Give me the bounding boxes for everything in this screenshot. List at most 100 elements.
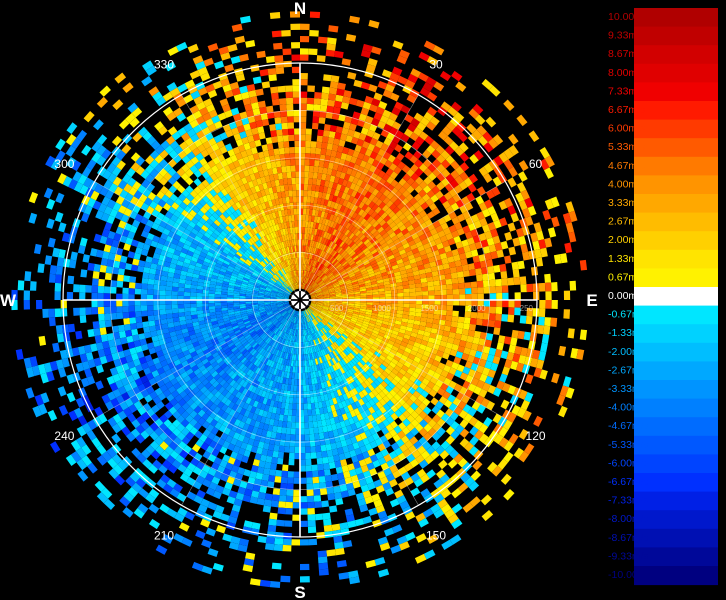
velocity-cell xyxy=(292,277,296,284)
velocity-cell xyxy=(268,324,275,330)
velocity-cell xyxy=(294,453,300,460)
velocity-cell xyxy=(275,313,281,318)
velocity-cell xyxy=(347,335,355,342)
velocity-cell xyxy=(378,291,386,295)
velocity-cell xyxy=(327,272,334,278)
velocity-cell xyxy=(358,242,366,250)
velocity-cell xyxy=(223,259,231,266)
velocity-cell xyxy=(333,356,339,364)
velocity-cell xyxy=(354,337,361,343)
velocity-cell xyxy=(262,377,269,385)
velocity-cell xyxy=(268,380,274,388)
velocity-cell xyxy=(289,227,294,234)
velocity-cell xyxy=(301,323,304,330)
velocity-cell xyxy=(245,303,252,306)
velocity-cell xyxy=(279,248,284,256)
velocity-cell xyxy=(304,360,307,367)
velocity-cell xyxy=(272,361,278,369)
velocity-cell xyxy=(362,320,370,325)
velocity-cell xyxy=(409,303,417,309)
velocity-cell xyxy=(277,357,282,364)
velocity-cell xyxy=(307,308,313,314)
velocity-cell xyxy=(328,255,334,262)
velocity-cell xyxy=(267,283,274,287)
velocity-cell xyxy=(233,268,240,273)
velocity-cell xyxy=(334,288,341,292)
velocity-cell xyxy=(276,303,283,305)
velocity-cell xyxy=(310,253,314,260)
velocity-cell xyxy=(116,280,124,288)
velocity-cell xyxy=(295,317,297,324)
velocity-cell xyxy=(282,421,288,428)
velocity-cell xyxy=(421,312,428,318)
velocity-cell xyxy=(260,244,267,251)
velocity-cell xyxy=(273,285,280,289)
velocity-cell xyxy=(270,304,278,308)
velocity-cell xyxy=(319,312,326,317)
velocity-cell xyxy=(267,323,274,329)
velocity-cell xyxy=(308,384,313,391)
velocity-cell xyxy=(283,352,287,359)
velocity-cell xyxy=(302,264,304,271)
velocity-cell xyxy=(346,354,353,361)
velocity-cell xyxy=(310,294,317,297)
velocity-cell xyxy=(309,265,313,272)
velocity-cell xyxy=(312,333,316,340)
velocity-cell xyxy=(344,279,352,284)
velocity-cell xyxy=(311,122,319,130)
velocity-cell xyxy=(264,292,271,295)
velocity-cell xyxy=(307,409,313,416)
velocity-cell xyxy=(354,295,361,299)
velocity-cell xyxy=(292,316,296,323)
velocity-cell xyxy=(397,292,404,297)
velocity-cell xyxy=(304,428,310,435)
velocity-cell xyxy=(276,314,282,320)
velocity-cell xyxy=(251,235,258,243)
velocity-cell xyxy=(359,340,366,347)
velocity-cell xyxy=(311,301,318,303)
velocity-cell xyxy=(317,463,324,471)
velocity-cell xyxy=(255,328,262,334)
velocity-cell xyxy=(190,288,197,293)
velocity-cell xyxy=(286,287,292,293)
velocity-cell xyxy=(332,222,338,229)
velocity-cell xyxy=(309,159,315,167)
velocity-cell xyxy=(284,333,288,340)
velocity-cell xyxy=(291,252,295,259)
velocity-cell xyxy=(310,304,317,308)
velocity-cell xyxy=(277,451,284,459)
velocity-cell xyxy=(301,311,304,318)
velocity-cell xyxy=(274,321,281,327)
velocity-cell xyxy=(312,116,320,124)
velocity-cell xyxy=(282,178,288,186)
velocity-cell xyxy=(295,311,298,318)
velocity-cell xyxy=(252,305,259,309)
velocity-cell xyxy=(251,304,259,307)
velocity-cell xyxy=(300,116,307,123)
velocity-cell xyxy=(230,247,238,254)
velocity-cell xyxy=(242,318,250,323)
velocity-cell xyxy=(291,341,295,348)
velocity-cell xyxy=(293,310,297,317)
velocity-cell xyxy=(286,421,292,429)
velocity-cell xyxy=(317,297,324,299)
velocity-cell xyxy=(183,291,191,297)
velocity-cell xyxy=(360,295,367,298)
velocity-cell xyxy=(255,352,261,360)
velocity-cell xyxy=(284,291,290,296)
velocity-cell xyxy=(280,116,288,124)
velocity-cell xyxy=(304,366,308,373)
velocity-cell xyxy=(309,306,315,310)
velocity-cell xyxy=(476,312,484,320)
velocity-cell xyxy=(328,287,335,291)
velocity-cell xyxy=(270,296,277,299)
velocity-cell xyxy=(305,146,311,154)
velocity-cell xyxy=(326,313,333,317)
velocity-cell xyxy=(316,216,321,224)
velocity-cell xyxy=(215,308,222,312)
velocity-cell xyxy=(279,376,284,384)
velocity-cell xyxy=(249,330,256,336)
velocity-cell xyxy=(317,270,323,277)
velocity-cell xyxy=(281,310,287,316)
velocity-cell xyxy=(328,309,335,313)
